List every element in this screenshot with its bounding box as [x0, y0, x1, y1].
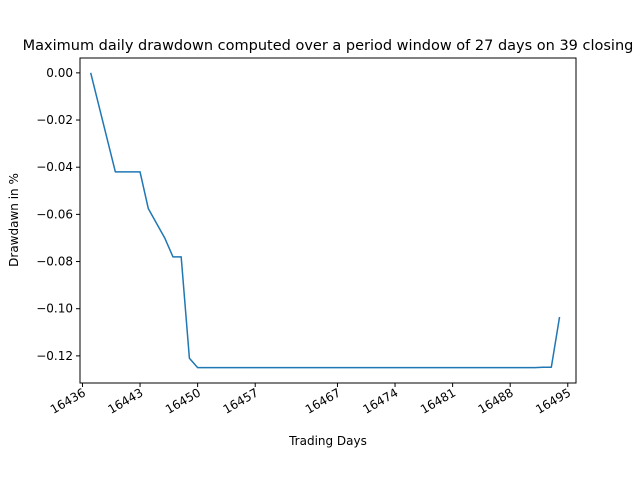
y-tick-label: −0.02: [36, 113, 73, 127]
y-tick-label: −0.04: [36, 160, 73, 174]
y-tick-label: −0.12: [36, 349, 73, 363]
drawdown-series-line: [89, 72, 561, 369]
chart-title: Maximum daily drawdown computed over a p…: [23, 38, 634, 54]
plot-layer: [89, 72, 561, 369]
plot-frame: [79, 57, 577, 384]
x-axis-label: Trading Days: [288, 434, 367, 448]
y-tick-label: 0.00: [46, 66, 73, 80]
y-tick-label: −0.06: [36, 207, 73, 221]
y-tick-label: −0.08: [36, 255, 73, 269]
y-axis-label: Drawdawn in %: [7, 173, 21, 267]
y-tick-label: −0.10: [36, 302, 73, 316]
